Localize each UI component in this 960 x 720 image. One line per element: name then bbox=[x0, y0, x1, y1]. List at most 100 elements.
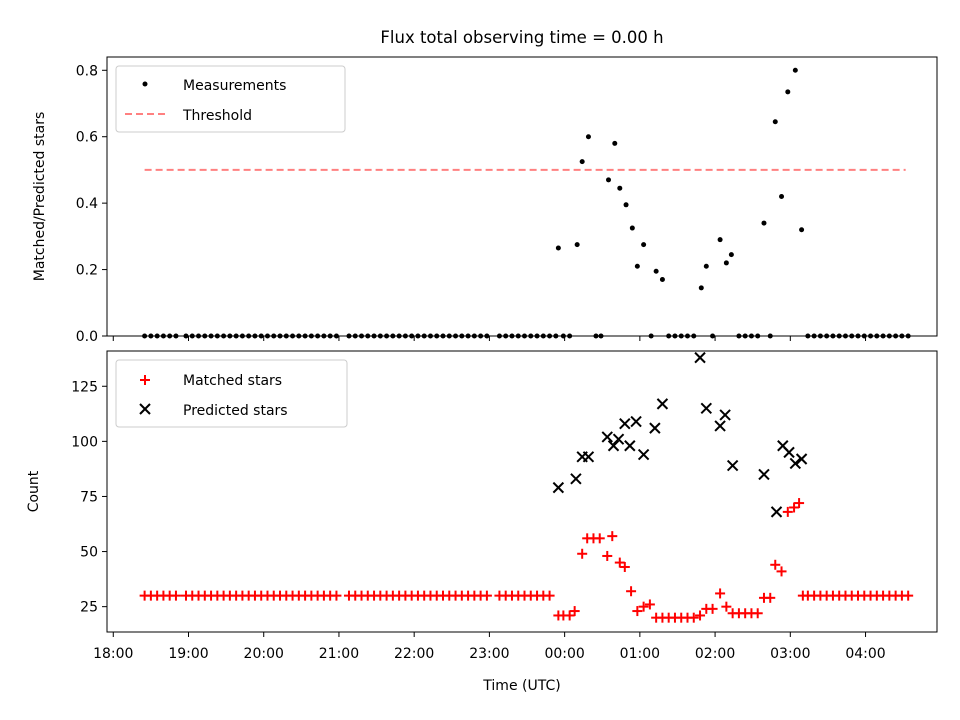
count-y-tick-label: 50 bbox=[80, 545, 98, 561]
matched-star-marker bbox=[752, 608, 763, 619]
ratio-y-tick-label: 0.2 bbox=[76, 263, 98, 279]
predicted-star-marker bbox=[770, 506, 783, 518]
measurement-point bbox=[779, 194, 785, 199]
x-tick-label: 00:00 bbox=[544, 646, 584, 662]
predicted-star-marker bbox=[694, 351, 706, 364]
predicted-marker-stroke bbox=[570, 473, 582, 485]
predicted-legend-marker bbox=[139, 403, 151, 415]
matched-star-marker bbox=[644, 599, 655, 610]
predicted-star-marker bbox=[607, 440, 620, 452]
predicted-marker-stroke bbox=[649, 422, 661, 434]
predicted-star-marker bbox=[601, 431, 613, 443]
count-y-axis-label: Count bbox=[26, 470, 42, 512]
count-y-axis: 25 50 75 100 125 bbox=[71, 379, 107, 616]
predicted-star-marker bbox=[758, 468, 770, 481]
ratio-marks bbox=[142, 67, 911, 339]
matched-star-marker bbox=[903, 590, 914, 601]
predicted-star-marker bbox=[637, 448, 650, 461]
matched-star-marker bbox=[638, 601, 649, 612]
chart-title: Flux total observing time = 0.00 h bbox=[380, 28, 663, 47]
predicted-marker-stroke bbox=[637, 448, 650, 461]
count-y-tick-label: 125 bbox=[71, 379, 98, 395]
predicted-marker-stroke bbox=[582, 451, 595, 463]
predicted-star-marker bbox=[619, 418, 631, 430]
measurement-point bbox=[785, 89, 791, 95]
predicted-star-marker bbox=[570, 473, 582, 485]
predicted-marker-stroke bbox=[726, 459, 739, 472]
matched-legend-label: Matched stars bbox=[183, 373, 282, 389]
predicted-marker-stroke bbox=[656, 398, 669, 410]
predicted-star-marker bbox=[656, 398, 669, 410]
ratio-y-axis: 0.0 0.2 0.4 0.6 0.8 bbox=[76, 63, 107, 345]
measurement-point bbox=[723, 260, 729, 266]
x-tick-label: 20:00 bbox=[244, 646, 284, 662]
predicted-marker-stroke bbox=[619, 418, 631, 430]
predicted-marker-stroke bbox=[630, 415, 642, 428]
measurement-point bbox=[574, 242, 580, 248]
predicted-marker-stroke bbox=[719, 409, 731, 421]
matched-star-marker bbox=[331, 590, 342, 601]
predicted-star-marker bbox=[630, 415, 642, 428]
matched-star-marker bbox=[481, 590, 492, 601]
matched-legend-marker bbox=[140, 375, 150, 385]
ratio-x-ticks bbox=[112, 336, 867, 341]
matched-star-marker bbox=[614, 557, 625, 568]
matched-star-marker bbox=[594, 533, 605, 544]
matched-star-marker bbox=[564, 610, 575, 621]
ratio-legend-box bbox=[115, 65, 346, 133]
predicted-marker-stroke bbox=[783, 446, 795, 459]
predicted-star-marker bbox=[789, 457, 802, 470]
predicted-marker-stroke bbox=[789, 457, 802, 470]
predicted-marker-stroke bbox=[612, 433, 625, 445]
count-legend-box bbox=[115, 359, 348, 428]
matched-star-marker bbox=[619, 561, 630, 572]
measurement-point bbox=[612, 140, 618, 146]
measurement-point bbox=[659, 277, 665, 283]
predicted-marker-stroke bbox=[552, 481, 565, 494]
measurements-legend-marker bbox=[142, 81, 148, 87]
x-tick-label: 23:00 bbox=[469, 646, 509, 662]
predicted-star-marker bbox=[624, 440, 636, 452]
ratio-y-tick-label: 0.8 bbox=[76, 63, 98, 79]
measurement-point bbox=[606, 177, 612, 183]
measurement-point bbox=[629, 225, 635, 231]
ratio-y-tick-label: 0.4 bbox=[76, 196, 98, 212]
count-legend: Matched stars Predicted stars bbox=[115, 359, 348, 428]
predicted-marker-stroke bbox=[714, 420, 726, 432]
predicted-star-marker bbox=[783, 446, 795, 459]
predicted-marker-stroke bbox=[758, 468, 770, 481]
predicted-marker-stroke bbox=[601, 431, 613, 443]
measurement-point bbox=[728, 252, 734, 258]
measurement-point bbox=[717, 237, 723, 243]
threshold-legend-label: Threshold bbox=[182, 108, 252, 124]
matched-star-marker bbox=[577, 548, 588, 559]
predicted-star-marker bbox=[612, 433, 625, 445]
measurement-point bbox=[641, 242, 647, 248]
matched-star-marker bbox=[707, 603, 718, 614]
x-tick-label: 02:00 bbox=[695, 646, 735, 662]
matched-star-marker bbox=[170, 590, 181, 601]
matched-star-marker bbox=[794, 498, 805, 509]
predicted-legend-label: Predicted stars bbox=[183, 403, 288, 419]
x-tick-label: 22:00 bbox=[394, 646, 434, 662]
measurement-point bbox=[799, 227, 805, 233]
x-tick-label: 01:00 bbox=[620, 646, 660, 662]
matched-star-marker bbox=[626, 586, 637, 597]
predicted-marker-stroke bbox=[624, 440, 636, 452]
predicted-marker-stroke bbox=[700, 402, 713, 415]
matched-star-marker bbox=[602, 550, 613, 561]
x-tick-label: 21:00 bbox=[319, 646, 359, 662]
predicted-star-marker bbox=[795, 453, 808, 465]
ratio-y-tick-label: 0.0 bbox=[76, 329, 98, 345]
measurement-point bbox=[617, 185, 623, 191]
predicted-star-marker bbox=[726, 459, 739, 472]
measurement-point bbox=[772, 119, 778, 125]
predicted-star-marker bbox=[649, 422, 661, 434]
measurement-point bbox=[792, 67, 798, 73]
count-axes-frame bbox=[106, 350, 938, 633]
count-marks bbox=[139, 351, 914, 623]
ratio-legend: Measurements Threshold bbox=[115, 65, 346, 133]
measurement-point bbox=[585, 134, 591, 140]
measurement-point bbox=[761, 220, 767, 226]
predicted-star-marker bbox=[719, 409, 731, 421]
